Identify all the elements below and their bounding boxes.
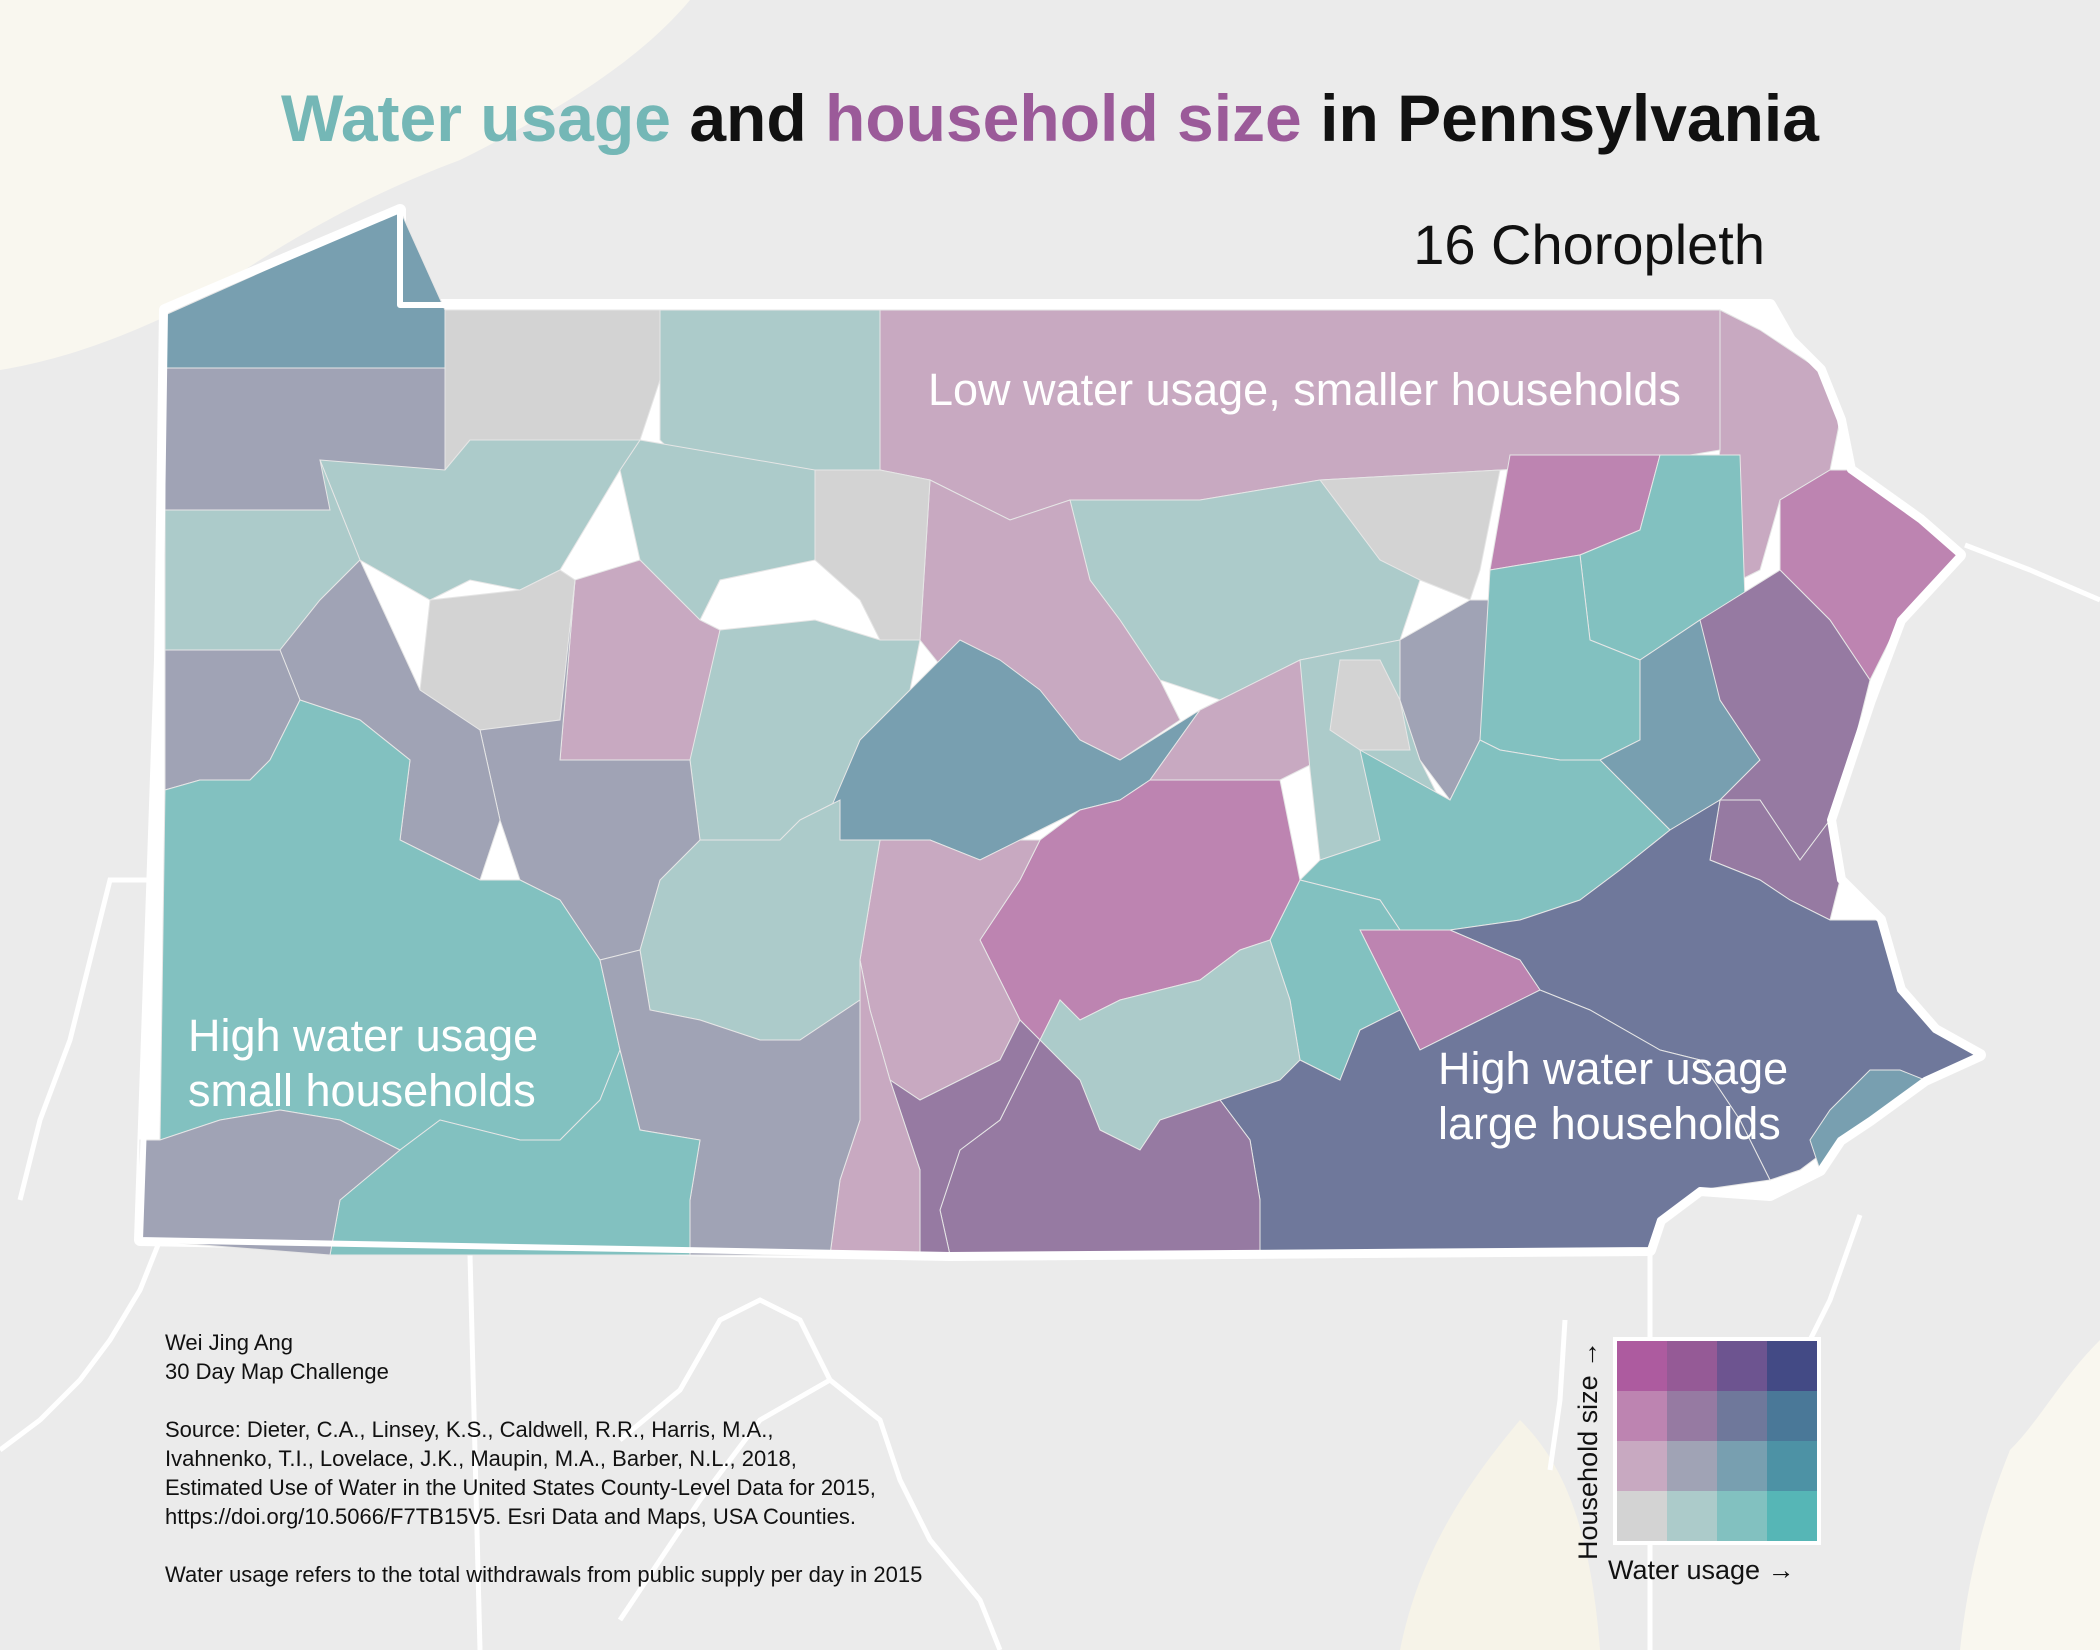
credit-source-line: Ivahnenko, T.I., Lovelace, J.K., Maupin,… bbox=[165, 1446, 797, 1471]
legend-cell bbox=[1667, 1441, 1717, 1491]
annotation-left-line2: small households bbox=[188, 1065, 536, 1116]
county-polygons bbox=[139, 209, 1982, 1256]
credit-author: Wei Jing Ang bbox=[165, 1330, 294, 1355]
legend-x-label: Water usage → bbox=[1608, 1555, 1795, 1585]
legend-cell bbox=[1617, 1491, 1667, 1541]
annotation-top: Low water usage, smaller households bbox=[928, 364, 1681, 415]
legend-cell bbox=[1667, 1341, 1717, 1391]
legend-cell bbox=[1617, 1441, 1667, 1491]
county-forest bbox=[619, 439, 816, 621]
title-household-size: household size bbox=[825, 81, 1302, 155]
pennsylvania-border bbox=[137, 207, 1983, 1258]
bivariate-legend bbox=[1613, 1337, 1821, 1545]
legend-cell bbox=[1667, 1391, 1717, 1441]
title-and: and bbox=[671, 81, 826, 155]
title-pennsylvania: in Pennsylvania bbox=[1301, 81, 1819, 155]
atlantic-coast-land bbox=[1960, 1340, 2100, 1650]
legend-cell bbox=[1717, 1391, 1767, 1441]
annotation-left-line1: High water usage bbox=[188, 1010, 539, 1061]
legend-cell bbox=[1767, 1341, 1817, 1391]
chesapeake-area bbox=[1400, 1420, 1600, 1650]
credit-source-line: Estimated Use of Water in the United Sta… bbox=[165, 1475, 876, 1500]
county-montour bbox=[1329, 659, 1411, 751]
credit-source-line: https://doi.org/10.5066/F7TB15V5. Esri D… bbox=[165, 1504, 856, 1529]
legend-cell bbox=[1717, 1341, 1767, 1391]
county-greene bbox=[139, 1109, 401, 1256]
map-subtitle: 16 Choropleth bbox=[1413, 213, 1765, 276]
legend-cell bbox=[1767, 1391, 1817, 1441]
legend-cell bbox=[1767, 1491, 1817, 1541]
legend-y-label: Household size → bbox=[1573, 1340, 1603, 1560]
map-title: Water usage and household size in Pennsy… bbox=[0, 80, 2100, 156]
annotation-left: High water usage small households bbox=[188, 1008, 538, 1118]
legend-cell bbox=[1717, 1491, 1767, 1541]
legend-cell bbox=[1767, 1441, 1817, 1491]
credit-challenge: 30 Day Map Challenge bbox=[165, 1359, 389, 1384]
annotation-right-line2: large households bbox=[1438, 1098, 1781, 1149]
legend-cell bbox=[1617, 1341, 1667, 1391]
lake-erie-shore bbox=[0, 0, 690, 370]
credits-block: Wei Jing Ang 30 Day Map Challenge Source… bbox=[165, 1328, 922, 1589]
legend-cell bbox=[1667, 1491, 1717, 1541]
credit-source-line: Source: Dieter, C.A., Linsey, K.S., Cald… bbox=[165, 1417, 774, 1442]
legend-cell bbox=[1717, 1441, 1767, 1491]
annotation-right-line1: High water usage bbox=[1438, 1043, 1789, 1094]
annotation-right: High water usage large households bbox=[1438, 1041, 1788, 1151]
title-water-usage: Water usage bbox=[281, 81, 672, 155]
credit-note: Water usage refers to the total withdraw… bbox=[165, 1562, 923, 1587]
legend-cell bbox=[1617, 1391, 1667, 1441]
